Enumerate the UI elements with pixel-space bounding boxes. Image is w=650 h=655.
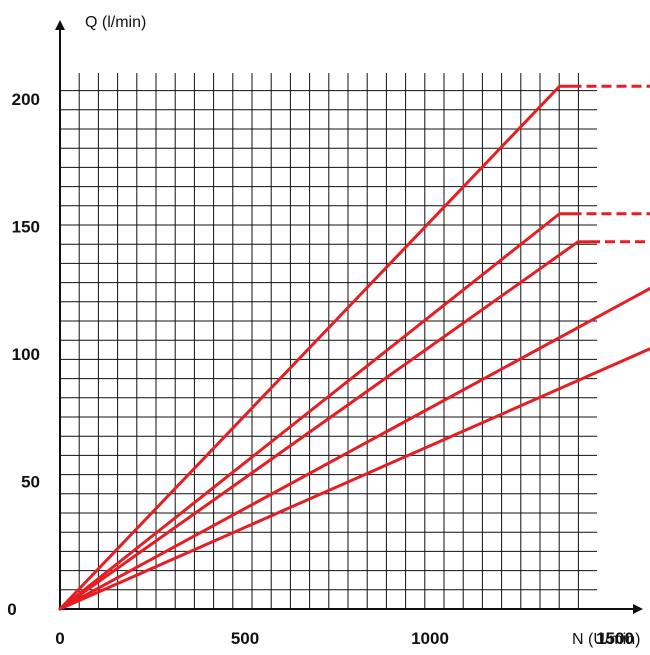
series-pa2-75 bbox=[58, 84, 650, 611]
x-tick-label: 0 bbox=[55, 629, 64, 648]
y-axis-label: Q (l/min) bbox=[85, 14, 146, 31]
series-line bbox=[58, 212, 561, 611]
x-tick-label: 1000 bbox=[411, 629, 449, 648]
series-pa2-50 bbox=[58, 240, 650, 611]
series-line bbox=[58, 286, 650, 611]
x-tick-label: 500 bbox=[231, 629, 259, 648]
y-tick-label: 0 bbox=[7, 600, 16, 619]
series-line bbox=[58, 240, 580, 611]
y-tick-label: 200 bbox=[12, 90, 40, 109]
series-group bbox=[58, 84, 650, 611]
series-line bbox=[58, 84, 561, 611]
x-tick-label: 1500 bbox=[596, 629, 634, 648]
y-tick-label: 100 bbox=[12, 345, 40, 364]
series-pa-75-40-pa2-57 bbox=[58, 212, 650, 611]
axes bbox=[55, 20, 643, 614]
series-pa2-32 bbox=[58, 347, 650, 611]
y-tick-label: 150 bbox=[12, 218, 40, 237]
y-tick-label: 50 bbox=[21, 473, 40, 492]
series-pa2-40 bbox=[58, 286, 650, 611]
series-line bbox=[58, 347, 650, 611]
x-axis-label: N (U/min) bbox=[572, 631, 640, 648]
grid bbox=[59, 73, 597, 610]
labels: 05001000150020002500050100150200N (U/min… bbox=[7, 14, 640, 648]
